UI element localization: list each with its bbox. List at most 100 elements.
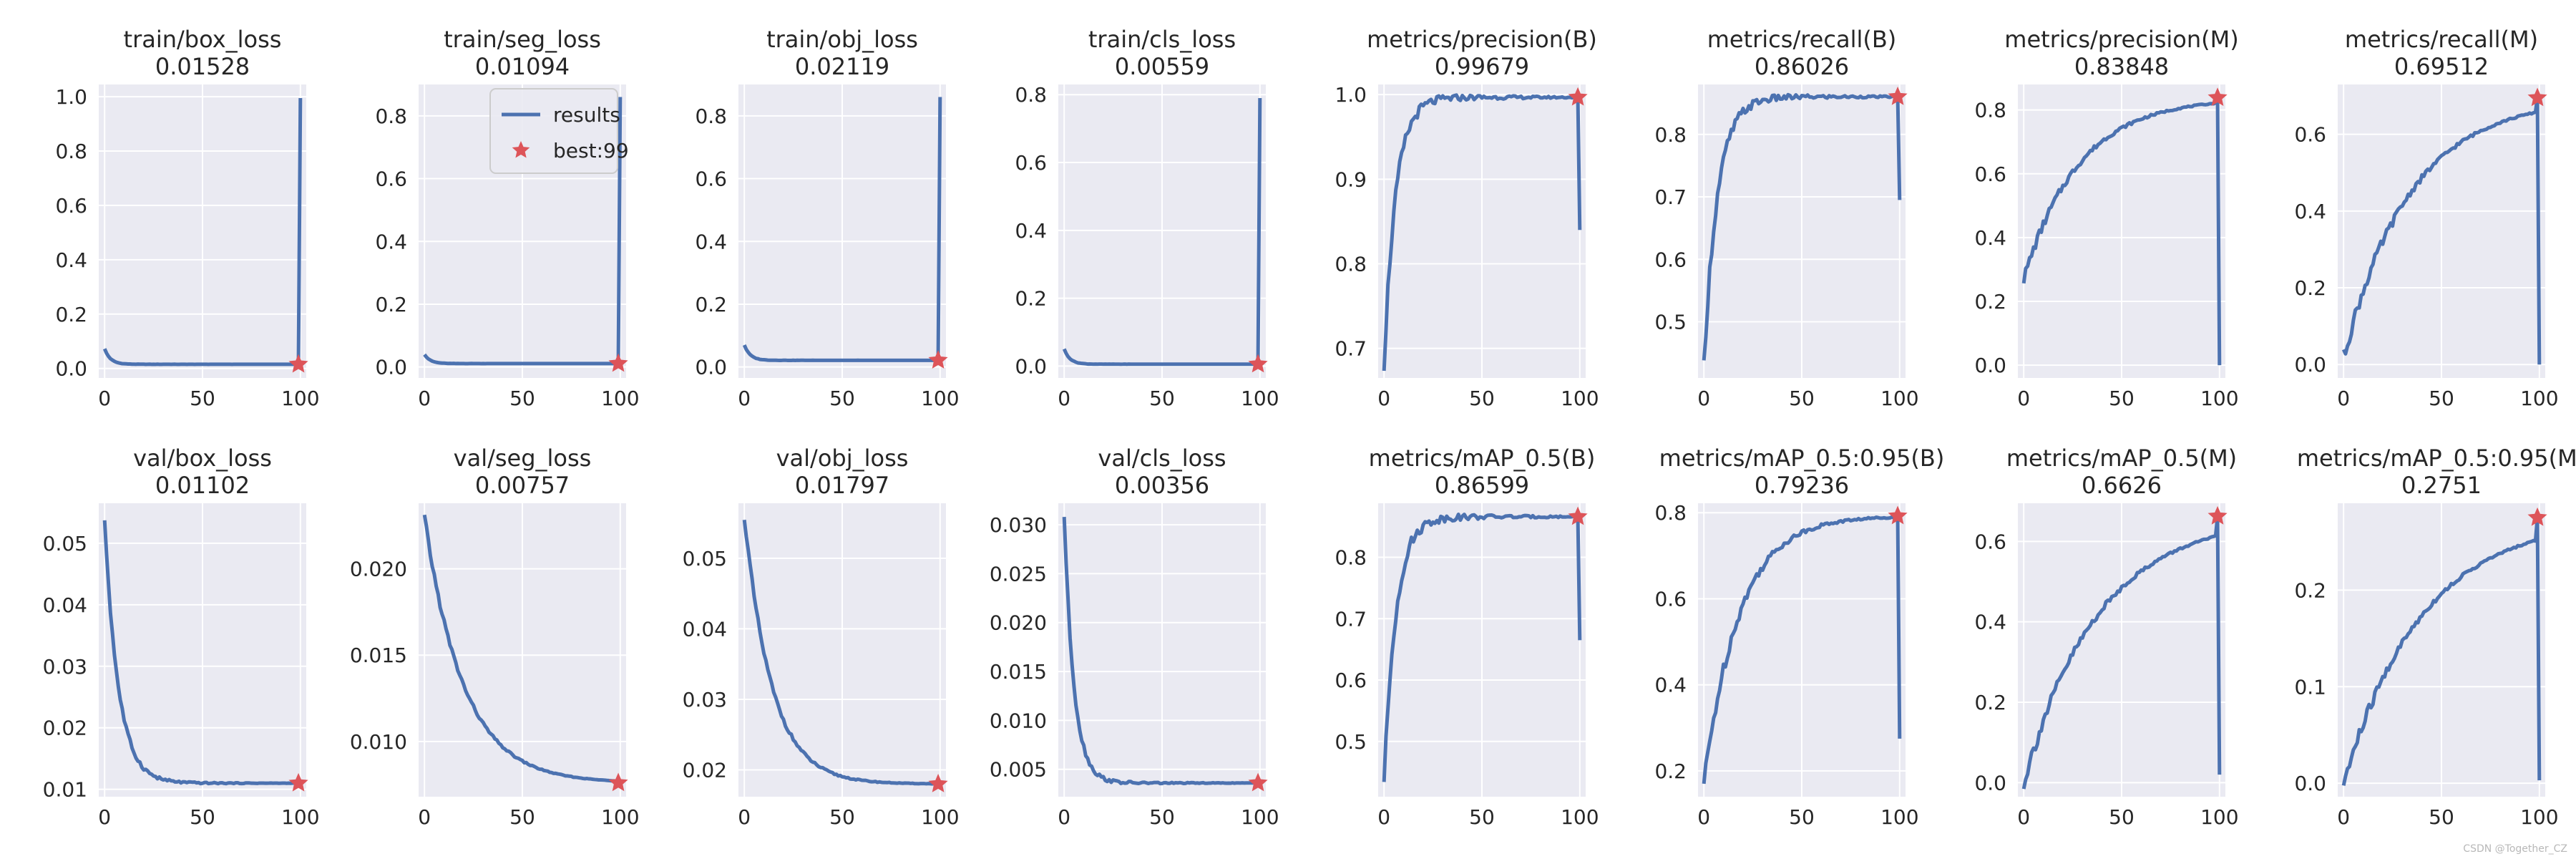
best-marker bbox=[288, 354, 308, 373]
y-tick-label: 0.7 bbox=[1654, 185, 1687, 209]
y-tick-label: 0.6 bbox=[55, 194, 87, 218]
x-tick-label: 50 bbox=[1149, 387, 1175, 410]
y-tick-label: 0.025 bbox=[990, 562, 1047, 586]
x-tick-label: 0 bbox=[1697, 387, 1710, 410]
x-tick-label: 50 bbox=[1469, 387, 1495, 410]
panel-final-value: 0.01528 bbox=[155, 53, 250, 80]
y-tick-label: 0.0 bbox=[1015, 354, 1047, 378]
y-tick-label: 0.6 bbox=[1654, 587, 1687, 611]
best-marker bbox=[928, 350, 948, 369]
panel-title: val/obj_loss bbox=[776, 445, 909, 472]
x-tick-label: 50 bbox=[2429, 387, 2454, 410]
x-tick-label: 50 bbox=[2109, 387, 2135, 410]
x-tick-label: 0 bbox=[418, 387, 431, 410]
x-tick-label: 100 bbox=[1241, 805, 1279, 829]
best-marker bbox=[928, 774, 948, 792]
y-tick-label: 0.6 bbox=[2294, 123, 2326, 147]
y-tick-label: 0.0 bbox=[2294, 772, 2326, 795]
panel-title: metrics/mAP_0.5:0.95(M) bbox=[2297, 445, 2576, 472]
x-tick-label: 0 bbox=[98, 387, 111, 410]
y-tick-label: 0.010 bbox=[990, 709, 1047, 732]
panel-title: val/seg_loss bbox=[454, 445, 592, 472]
y-tick-label: 0.05 bbox=[683, 547, 727, 571]
series-line-results bbox=[1382, 93, 1582, 372]
panel-title: train/seg_loss bbox=[444, 26, 601, 53]
panel-title: train/cls_loss bbox=[1088, 26, 1236, 53]
series-line-results bbox=[742, 519, 940, 786]
y-tick-label: 0.8 bbox=[1974, 99, 2006, 122]
y-tick-label: 0.2 bbox=[1974, 290, 2006, 314]
y-tick-label: 0.0 bbox=[1974, 771, 2006, 795]
y-tick-label: 0.8 bbox=[1654, 501, 1687, 525]
panel-final-value: 0.86599 bbox=[1435, 472, 1529, 499]
y-tick-label: 0.1 bbox=[2294, 675, 2326, 699]
y-tick-label: 0.04 bbox=[43, 593, 87, 617]
y-tick-label: 0.7 bbox=[1335, 607, 1367, 631]
y-tick-label: 0.4 bbox=[1654, 674, 1687, 697]
y-tick-label: 0.2 bbox=[2294, 276, 2326, 300]
best-marker bbox=[2527, 507, 2547, 526]
series-line-results bbox=[742, 97, 942, 362]
series-line-results bbox=[1382, 513, 1582, 782]
panel-title: val/box_loss bbox=[133, 445, 272, 472]
series-line-results bbox=[1062, 517, 1260, 786]
best-marker bbox=[1248, 354, 1268, 373]
panel-title: metrics/recall(B) bbox=[1707, 26, 1897, 53]
x-tick-label: 100 bbox=[2520, 387, 2558, 410]
x-tick-label: 0 bbox=[738, 805, 751, 829]
x-tick-label: 100 bbox=[281, 805, 319, 829]
panel: metrics/recall(M)0.69512 0 50 100 0.0 0.2 0.4 0… bbox=[2294, 26, 2558, 410]
panel-final-value: 0.01094 bbox=[475, 53, 570, 80]
y-tick-label: 0.4 bbox=[1015, 219, 1047, 243]
y-tick-label: 0.020 bbox=[990, 611, 1047, 635]
best-marker bbox=[1888, 86, 1908, 105]
y-tick-label: 0.03 bbox=[683, 688, 727, 712]
best-marker bbox=[1248, 772, 1268, 792]
y-tick-label: 0.6 bbox=[1974, 530, 2006, 553]
y-tick-label: 0.015 bbox=[990, 660, 1047, 684]
x-tick-label: 100 bbox=[601, 387, 639, 410]
best-marker bbox=[2527, 87, 2547, 107]
y-tick-label: 0.6 bbox=[1974, 162, 2006, 186]
y-tick-label: 0.2 bbox=[1015, 287, 1047, 311]
series-line-results bbox=[102, 520, 301, 786]
y-tick-label: 0.015 bbox=[350, 644, 407, 667]
x-tick-label: 50 bbox=[509, 805, 535, 829]
panel-title: metrics/mAP_0.5(B) bbox=[1369, 445, 1596, 472]
y-tick-label: 0.04 bbox=[683, 617, 727, 641]
y-tick-label: 0.0 bbox=[55, 357, 87, 381]
y-tick-label: 0.5 bbox=[1654, 310, 1687, 334]
y-tick-label: 0.01 bbox=[43, 778, 87, 802]
y-tick-label: 0.05 bbox=[43, 532, 87, 555]
y-tick-label: 0.010 bbox=[350, 730, 407, 754]
panel-title: metrics/precision(M) bbox=[2004, 26, 2238, 53]
x-tick-label: 100 bbox=[921, 387, 959, 410]
best-marker bbox=[288, 772, 308, 792]
y-tick-label: 0.030 bbox=[990, 513, 1047, 537]
panel-final-value: 0.01102 bbox=[155, 472, 250, 499]
series-line-results bbox=[2341, 96, 2542, 365]
x-tick-label: 0 bbox=[1377, 387, 1390, 410]
y-tick-label: 0.5 bbox=[1335, 730, 1367, 754]
panel-title: train/box_loss bbox=[124, 26, 282, 53]
x-tick-label: 50 bbox=[1149, 805, 1175, 829]
best-marker bbox=[1568, 506, 1588, 525]
x-tick-label: 50 bbox=[829, 387, 855, 410]
y-tick-label: 0.020 bbox=[350, 558, 407, 581]
series-line-results bbox=[1702, 92, 1902, 361]
y-tick-label: 0.8 bbox=[1015, 83, 1047, 107]
x-tick-label: 0 bbox=[1697, 805, 1710, 829]
x-tick-label: 0 bbox=[2337, 387, 2350, 410]
y-tick-label: 0.6 bbox=[1015, 151, 1047, 175]
y-tick-label: 0.4 bbox=[55, 248, 87, 272]
y-tick-label: 0.8 bbox=[375, 105, 407, 128]
y-tick-label: 0.8 bbox=[1654, 123, 1687, 147]
x-tick-label: 100 bbox=[1880, 387, 1918, 410]
panel-final-value: 0.69512 bbox=[2394, 53, 2489, 80]
